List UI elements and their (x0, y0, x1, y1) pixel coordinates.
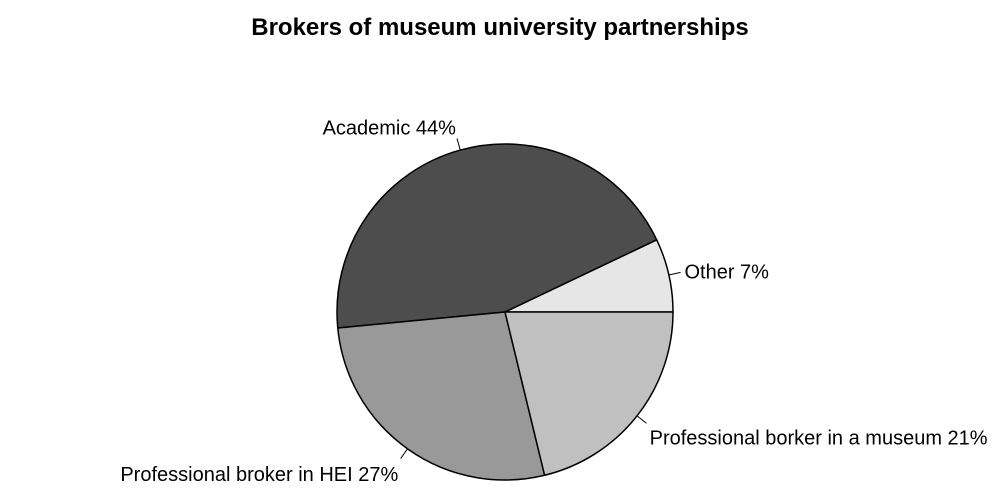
slice-label-other: Other 7% (684, 261, 769, 283)
label-leader-lines (400, 138, 681, 459)
chart-title: Brokers of museum university partnership… (251, 14, 749, 41)
leader-line-academic (456, 138, 461, 151)
leader-line-other (668, 271, 681, 276)
slice-labels: Other 7% Academic 44% Professional broker … (120, 118, 987, 486)
leader-line-professional-borker-in-a-museum (636, 415, 647, 424)
leader-line-professional-broker-in-hei (400, 448, 408, 459)
slice-label-professional-borker-in-a-museum: Professional borker in a museum 21% (650, 428, 988, 450)
slice-label-academic: Academic 44% (323, 118, 457, 140)
slice-label-professional-broker-in-hei: Professional broker in HEI 27% (120, 464, 398, 486)
pie-slices (336, 143, 674, 481)
pie-slice-professional-borker-in-a-museum (504, 311, 674, 477)
pie-slice-professional-broker-in-hei (337, 311, 546, 481)
pie-slice-academic (336, 143, 658, 329)
